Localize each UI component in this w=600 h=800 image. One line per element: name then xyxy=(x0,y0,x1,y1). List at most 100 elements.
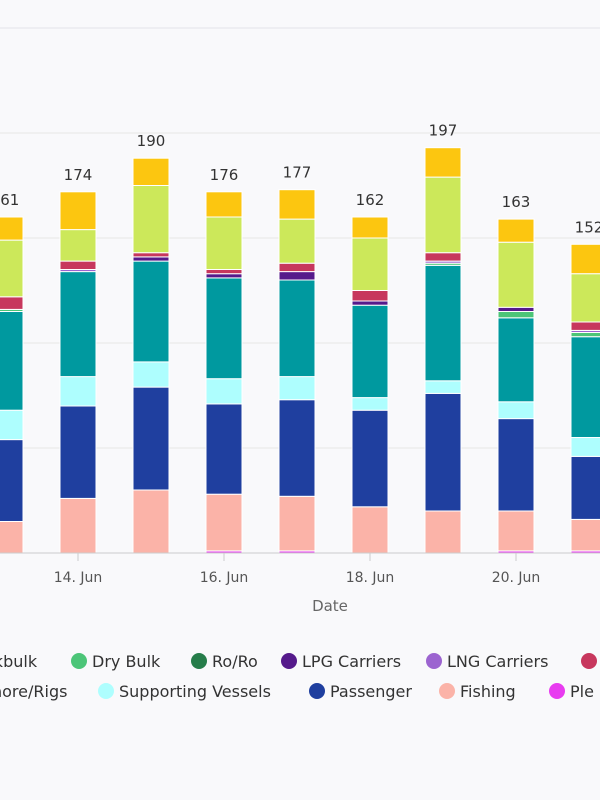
bar-segment[interactable] xyxy=(0,239,24,298)
legend-item[interactable]: Passenger xyxy=(309,682,412,701)
legend-swatch xyxy=(549,683,565,699)
legend-label: Passenger xyxy=(330,682,412,701)
bar-segment[interactable] xyxy=(497,510,535,552)
bar-segment[interactable] xyxy=(497,311,535,319)
bar-segment[interactable] xyxy=(278,279,316,378)
bar-segment[interactable] xyxy=(0,296,24,310)
bar-segment[interactable] xyxy=(278,376,316,401)
bar-total-label: 152 xyxy=(575,218,600,236)
bar-segment[interactable] xyxy=(132,185,170,254)
legend-swatch xyxy=(426,653,442,669)
legend-item[interactable] xyxy=(581,653,597,669)
bar-segment[interactable] xyxy=(424,264,462,382)
bar-segment[interactable] xyxy=(0,311,24,411)
bar-segment[interactable] xyxy=(59,497,97,554)
bar-segment[interactable] xyxy=(570,518,600,552)
bar-segment[interactable] xyxy=(424,392,462,512)
legend[interactable]: akbulk Dry Bulk Ro/Ro LPG Carriers LNG Carri… xyxy=(0,652,597,701)
legend-item[interactable]: Dry Bulk xyxy=(71,652,161,671)
bar-segment[interactable] xyxy=(570,332,600,338)
bar-segment[interactable] xyxy=(278,399,316,497)
bar-segment[interactable] xyxy=(59,376,97,407)
bar-segment[interactable] xyxy=(351,506,389,554)
bar-segment[interactable] xyxy=(424,176,462,254)
bar-segment[interactable] xyxy=(351,290,389,302)
legend-label: Ro/Ro xyxy=(212,652,258,671)
bar-total-label: 162 xyxy=(356,191,385,209)
bar-segment[interactable] xyxy=(205,277,243,380)
bar-segment[interactable] xyxy=(205,273,243,279)
legend-item[interactable]: LPG Carriers xyxy=(281,652,401,671)
bar-segment[interactable] xyxy=(278,262,316,273)
bar-segment[interactable] xyxy=(497,317,535,403)
legend-item[interactable]: akbulk xyxy=(0,652,38,671)
legend-item[interactable]: Fishing xyxy=(439,682,516,701)
bar-segment[interactable] xyxy=(205,269,243,275)
bar-total-label: 161 xyxy=(0,191,19,209)
bar-segment[interactable] xyxy=(351,216,389,239)
bar-segment[interactable] xyxy=(570,243,600,275)
legend-item[interactable]: hore/Rigs xyxy=(0,682,67,701)
x-tick-label: 16. Jun xyxy=(200,570,249,586)
bar-segment[interactable] xyxy=(132,252,170,258)
bar-segment[interactable] xyxy=(424,147,462,178)
legend-item[interactable]: Ro/Ro xyxy=(191,652,258,671)
bar-segment[interactable] xyxy=(570,455,600,520)
bar-segment[interactable] xyxy=(424,252,462,262)
bar-total-label: 176 xyxy=(210,166,239,184)
bar-segment[interactable] xyxy=(0,521,24,554)
bar-segment[interactable] xyxy=(497,241,535,308)
bar-segment[interactable] xyxy=(351,409,389,508)
bar-segment[interactable] xyxy=(59,229,97,262)
bar-segment[interactable] xyxy=(132,361,170,388)
legend-label: Fishing xyxy=(460,682,516,701)
bar-segment[interactable] xyxy=(59,405,97,499)
bar-segment[interactable] xyxy=(132,386,170,491)
bar-segment[interactable] xyxy=(205,378,243,405)
legend-label: akbulk xyxy=(0,652,38,671)
bar-segment[interactable] xyxy=(570,273,600,323)
legend-item[interactable]: Supporting Vessels xyxy=(98,682,271,701)
bar-total-label: 177 xyxy=(283,164,312,182)
bar-segment[interactable] xyxy=(570,437,600,457)
bar-segment[interactable] xyxy=(570,336,600,439)
bar-segment[interactable] xyxy=(0,409,24,441)
x-tick-label: 20. Jun xyxy=(492,570,541,586)
bar-segment[interactable] xyxy=(0,216,24,241)
bar-segment[interactable] xyxy=(570,321,600,331)
bar-segment[interactable] xyxy=(278,189,316,220)
legend-item[interactable]: LNG Carriers xyxy=(426,652,548,671)
bar-segment[interactable] xyxy=(59,260,97,271)
legend-swatch xyxy=(439,683,455,699)
bar-segment[interactable] xyxy=(351,397,389,411)
legend-swatch xyxy=(98,683,114,699)
bar-segment[interactable] xyxy=(0,439,24,523)
bar-segment[interactable] xyxy=(424,510,462,554)
bar-segment[interactable] xyxy=(424,380,462,394)
bar-segment[interactable] xyxy=(205,493,243,552)
bar-segment[interactable] xyxy=(278,271,316,281)
bar-segment[interactable] xyxy=(497,418,535,512)
bar-segment[interactable] xyxy=(132,489,170,554)
bar-segment[interactable] xyxy=(132,260,170,363)
bar-segment[interactable] xyxy=(205,216,243,270)
bar-segment[interactable] xyxy=(278,495,316,552)
legend-item[interactable]: Ple xyxy=(549,682,594,701)
bar-segment[interactable] xyxy=(497,401,535,420)
bar-segment[interactable] xyxy=(205,403,243,495)
bar-segment[interactable] xyxy=(351,300,389,306)
bar-segment[interactable] xyxy=(497,306,535,312)
bar-segment[interactable] xyxy=(205,191,243,218)
bar-segment[interactable] xyxy=(351,304,389,399)
bar-segment[interactable] xyxy=(132,256,170,262)
bar-segment[interactable] xyxy=(351,237,389,291)
x-tick-label: 14. Jun xyxy=(54,570,103,586)
legend-label: LNG Carriers xyxy=(447,652,548,671)
x-axis-title: Date xyxy=(312,597,348,615)
bar-segment[interactable] xyxy=(59,271,97,378)
bar-segment[interactable] xyxy=(278,218,316,264)
bar-total-label: 197 xyxy=(429,122,458,140)
bar-segment[interactable] xyxy=(132,157,170,186)
bar-segment[interactable] xyxy=(59,191,97,231)
bar-segment[interactable] xyxy=(497,218,535,243)
